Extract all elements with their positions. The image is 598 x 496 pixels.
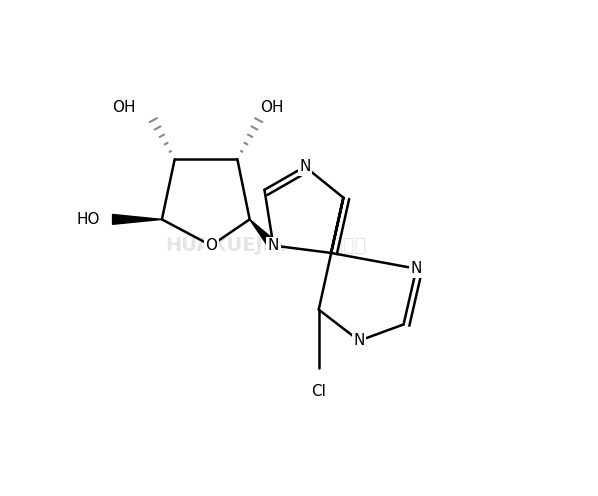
Text: OH: OH (260, 100, 283, 115)
Text: 化学加: 化学加 (331, 236, 366, 255)
Text: HO: HO (76, 212, 100, 227)
Text: HUAXUEJIA: HUAXUEJIA (165, 236, 285, 255)
Text: N: N (411, 261, 422, 276)
Text: OH: OH (112, 100, 136, 115)
Text: N: N (353, 333, 365, 348)
Text: O: O (205, 238, 217, 253)
Polygon shape (112, 214, 162, 224)
Text: N: N (268, 238, 279, 253)
Polygon shape (250, 219, 277, 249)
Text: Cl: Cl (312, 383, 326, 398)
Text: N: N (299, 159, 310, 174)
